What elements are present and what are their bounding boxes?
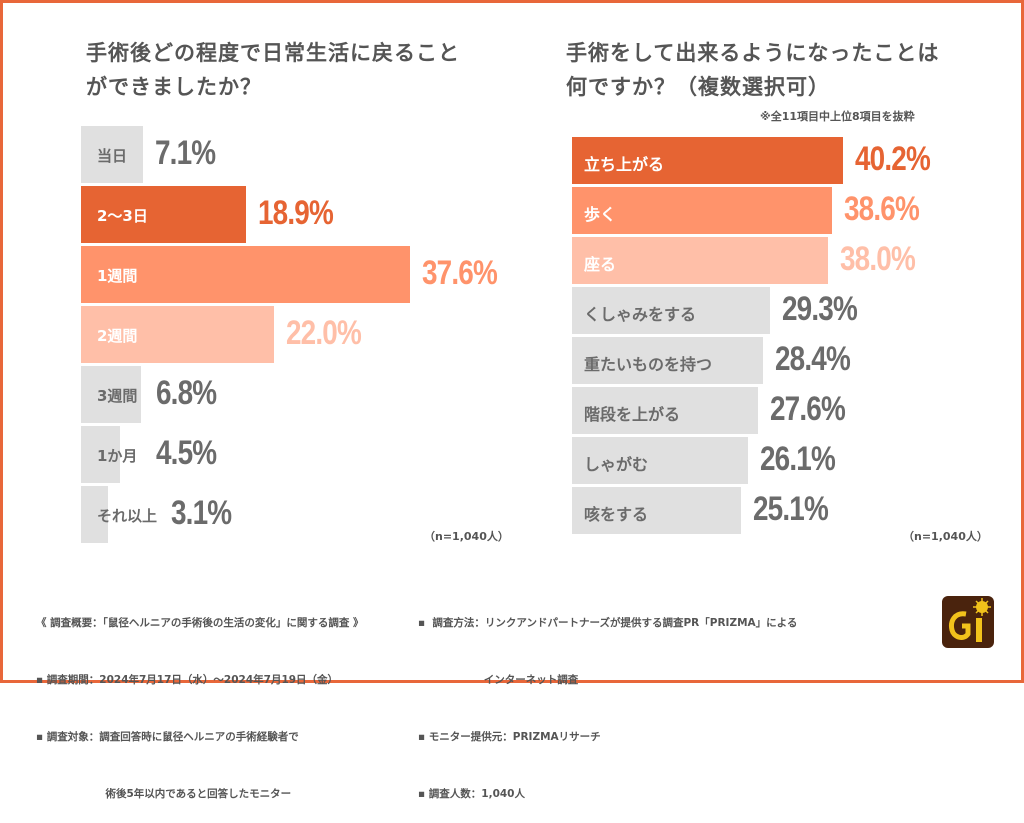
- bar-label: くしゃみをする: [584, 304, 697, 324]
- bar-label: 咳をする: [584, 504, 649, 524]
- value-label: 38.6%: [844, 189, 920, 228]
- value-label: 3.1%: [171, 493, 232, 532]
- right-sample-note: （n=1,040人）: [903, 530, 988, 543]
- bar-3: [81, 306, 274, 363]
- bar-label: それ以上: [97, 506, 158, 525]
- value-label: 29.3%: [781, 289, 858, 328]
- bar-label: しゃがむ: [584, 454, 649, 474]
- value-label: 7.1%: [155, 133, 216, 172]
- footer-line: インターネット調査: [418, 674, 579, 686]
- left-sample-note: （n=1,040人）: [424, 530, 509, 543]
- bar-7: [572, 487, 742, 534]
- value-label: 28.4%: [775, 339, 851, 378]
- bar-label: 2週間: [97, 326, 138, 345]
- footer-line: ▪ 調査人数：1,040人: [418, 788, 525, 800]
- value-label: 6.8%: [156, 373, 217, 412]
- bar-6: [81, 486, 109, 543]
- right-chart-note: ※全11項目中上位8項目を抜粋: [760, 110, 915, 123]
- bar-3: [572, 287, 770, 334]
- gi-logo-icon: [942, 596, 994, 648]
- footer-line: 術後5年以内であると回答したモニター: [36, 788, 292, 800]
- bar-2: [81, 246, 410, 303]
- footer-line: ▪ 調査対象：調査回答時に鼠径ヘルニアの手術経験者で: [36, 731, 299, 743]
- bar-0: [81, 126, 144, 183]
- bar-label: 重たいものを持つ: [584, 354, 713, 374]
- bar-5: [572, 387, 759, 434]
- value-label: 38.0%: [840, 239, 916, 278]
- bar-label: 1週間: [97, 266, 138, 285]
- right-chart-title: 手術をして出来るようになったことは 何ですか？（複数選択可）: [566, 41, 940, 99]
- value-label: 22.0%: [285, 313, 362, 352]
- bar-2: [572, 237, 829, 284]
- footer-line: 《 調査概要：「鼠径ヘルニアの手術後の生活の変化」に関する調査 》: [36, 617, 364, 629]
- bar-4: [81, 366, 141, 423]
- footer-line: ▪ 調査方法：リンクアンドパートナーズが提供する調査PR「PRIZMA」による: [418, 617, 798, 629]
- bar-label: 3週間: [97, 386, 138, 405]
- value-label: 4.5%: [156, 433, 217, 472]
- bar-6: [572, 437, 748, 484]
- left-chart-title: 手術後どの程度で日常生活に戻ること ができましたか？: [86, 41, 460, 99]
- bar-label: 2〜3日: [97, 206, 148, 225]
- value-label: 40.2%: [855, 139, 931, 178]
- bar-label: 当日: [97, 146, 128, 165]
- value-label: 26.1%: [759, 439, 836, 478]
- footer-line: ▪ モニター提供元：PRIZMAリサーチ: [418, 731, 601, 743]
- footer-line: ▪ 調査期間：2024年7月17日（水）〜2024年7月19日（金）: [36, 674, 339, 686]
- bar-label: 立ち上がる: [584, 154, 665, 174]
- bar-4: [572, 337, 764, 384]
- footer-survey-method: ▪ 調査方法：リンクアンドパートナーズが提供する調査PR「PRIZMA」による …: [418, 576, 797, 823]
- value-label: 25.1%: [753, 489, 829, 528]
- bar-label: 歩く: [584, 204, 617, 224]
- value-label: 27.6%: [770, 389, 846, 428]
- value-label: 37.6%: [422, 253, 498, 292]
- bar-1: [81, 186, 247, 243]
- bar-0: [572, 137, 843, 184]
- bar-label: 階段を上がる: [584, 404, 681, 424]
- bar-label: 座る: [584, 254, 617, 274]
- bar-label: 1か月: [97, 446, 138, 465]
- bar-5: [81, 426, 121, 483]
- value-label: 18.9%: [258, 193, 334, 232]
- footer-survey-summary: 《 調査概要：「鼠径ヘルニアの手術後の生活の変化」に関する調査 》 ▪ 調査期間…: [36, 576, 364, 823]
- bar-1: [572, 187, 833, 234]
